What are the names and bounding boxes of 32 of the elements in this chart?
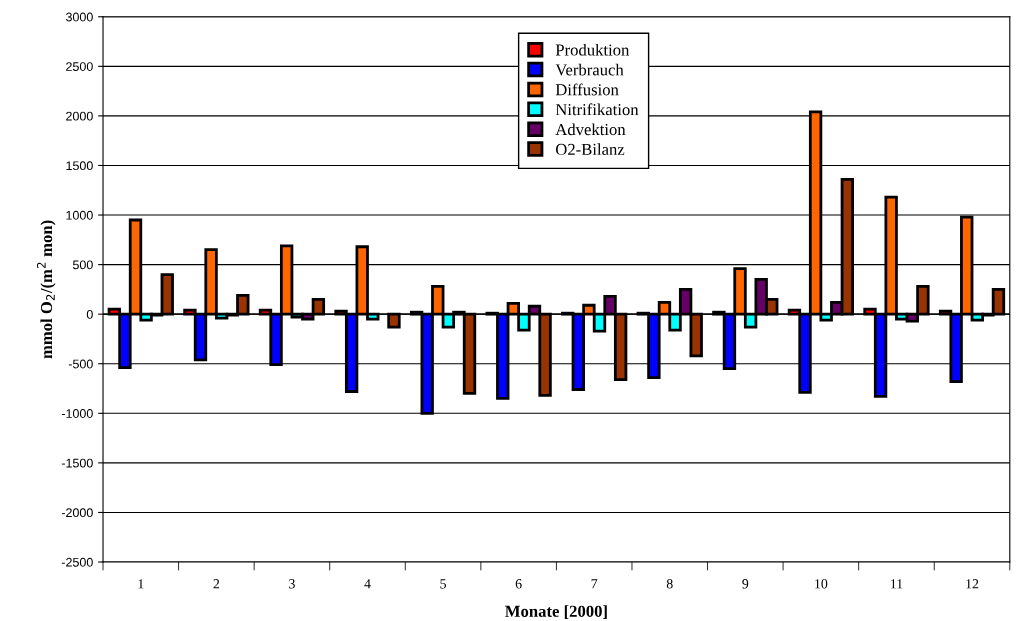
x-tick-label: 12 [966, 579, 979, 589]
x-tick-label: 8 [666, 579, 673, 589]
legend-label: O2-Bilanz [555, 143, 625, 156]
x-tick-label: 2 [213, 579, 220, 589]
y-tick-label: -2000 [61, 508, 93, 518]
legend-label: Nitrifikation [555, 103, 639, 116]
legend-label: Diffusion [555, 83, 619, 96]
y-tick-label: 0 [86, 309, 93, 319]
y-tick-label: 2500 [66, 62, 93, 71]
x-axis-title: Monate [2000] [505, 605, 607, 619]
x-tick-label: 4 [364, 579, 371, 589]
y-tick-label: -1000 [61, 409, 93, 418]
legend-label: Advektion [555, 123, 626, 136]
x-tick-label: 3 [289, 579, 295, 589]
y-tick-label: 1500 [66, 161, 93, 171]
x-tick-label: 1 [138, 579, 144, 589]
y-tick-label: 2000 [66, 111, 93, 121]
y-tick-label: -500 [68, 359, 93, 369]
legend-label: Produktion [555, 43, 630, 56]
x-tick-label: 10 [815, 579, 828, 589]
y-axis-title: mmol O$_{2}$/(m$^{2}$ mon) [36, 220, 56, 359]
x-tick-label: 6 [515, 579, 522, 589]
legend-label: Verbrauch [555, 63, 624, 76]
y-tick-label: 1000 [66, 210, 93, 220]
y-tick-label: 3000 [65, 12, 93, 22]
x-tick-label: 7 [591, 579, 598, 589]
x-tick-label: 5 [440, 579, 446, 589]
y-tick-label: -2500 [61, 557, 93, 567]
x-tick-label: 11 [890, 579, 903, 589]
y-tick-label: 500 [72, 260, 93, 270]
y-tick-label: -1500 [61, 458, 93, 468]
x-tick-label: 9 [742, 579, 749, 589]
